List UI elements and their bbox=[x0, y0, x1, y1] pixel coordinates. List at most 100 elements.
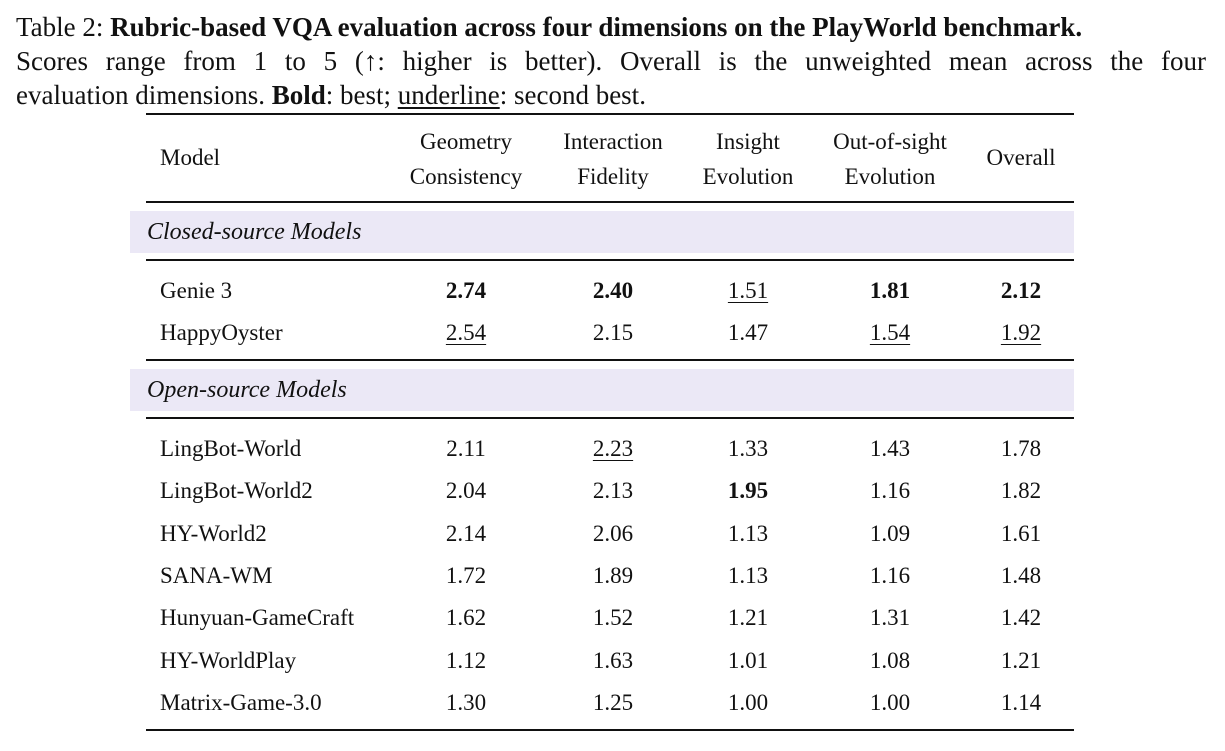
caption-text: : second best. bbox=[499, 80, 646, 110]
group-band-open-source bbox=[130, 369, 1074, 411]
score-value: 1.33 bbox=[727, 436, 769, 461]
header-geometry-consistency: Geometry Consistency bbox=[396, 124, 536, 194]
score-cell: 2.23 bbox=[553, 434, 673, 464]
score-value: 1.30 bbox=[445, 689, 487, 715]
score-value: 2.06 bbox=[592, 520, 634, 546]
score-cell: 1.16 bbox=[830, 561, 950, 591]
header-interaction-fidelity: Interaction Fidelity bbox=[548, 124, 678, 194]
caption-title: Rubric-based VQA evaluation across four … bbox=[110, 12, 1083, 42]
score-cell: 1.62 bbox=[406, 603, 526, 633]
header-text: Fidelity bbox=[577, 164, 649, 189]
group-separator-rule bbox=[146, 359, 1074, 361]
score-value: 1.63 bbox=[592, 647, 634, 673]
score-cell: 1.08 bbox=[830, 646, 950, 676]
score-value: 1.31 bbox=[869, 605, 911, 631]
score-value: 2.04 bbox=[445, 478, 487, 504]
header-text: Interaction bbox=[563, 129, 663, 154]
score-cell: 2.74 bbox=[406, 276, 526, 306]
score-value: 2.54 bbox=[445, 320, 487, 346]
score-cell: 2.12 bbox=[961, 276, 1081, 306]
model-name-cell: Hunyuan-GameCraft bbox=[160, 605, 355, 631]
caption-line-1: Table 2: Rubric-based VQA evaluation acr… bbox=[16, 10, 1206, 44]
caption-label: Table 2: bbox=[16, 12, 111, 42]
score-cell: 1.30 bbox=[406, 688, 526, 718]
score-cell: 2.06 bbox=[553, 519, 673, 549]
score-value: 2.11 bbox=[446, 436, 486, 461]
score-value: 2.23 bbox=[592, 436, 634, 461]
header-out-of-sight-evolution: Out-of-sight Evolution bbox=[816, 124, 964, 194]
header-insight-evolution: Insight Evolution bbox=[688, 124, 808, 194]
score-cell: 1.31 bbox=[830, 603, 950, 633]
score-value: 2.12 bbox=[1000, 278, 1042, 303]
score-cell: 1.51 bbox=[688, 276, 808, 306]
score-cell: 1.01 bbox=[688, 646, 808, 676]
score-cell: 1.63 bbox=[553, 646, 673, 676]
table-bottom-rule bbox=[146, 729, 1074, 731]
score-value: 1.43 bbox=[869, 436, 911, 461]
score-cell: 1.33 bbox=[688, 434, 808, 464]
score-cell: 1.81 bbox=[830, 276, 950, 306]
score-cell: 2.13 bbox=[553, 476, 673, 506]
score-value: 1.78 bbox=[1000, 436, 1042, 461]
score-value: 1.16 bbox=[869, 562, 911, 588]
score-cell: 2.15 bbox=[553, 318, 673, 348]
score-value: 1.62 bbox=[445, 605, 487, 631]
caption-underline-legend: underline bbox=[397, 80, 500, 110]
header-text: Out-of-sight bbox=[833, 129, 947, 154]
score-cell: 2.40 bbox=[553, 276, 673, 306]
score-cell: 1.48 bbox=[961, 561, 1081, 591]
score-value: 1.14 bbox=[1000, 689, 1042, 715]
model-name-cell: Matrix-Game-3.0 bbox=[160, 689, 322, 715]
score-value: 1.00 bbox=[869, 689, 911, 715]
score-cell: 1.78 bbox=[961, 434, 1081, 464]
score-cell: 2.54 bbox=[406, 318, 526, 348]
score-value: 1.21 bbox=[1000, 647, 1042, 673]
score-cell: 1.42 bbox=[961, 603, 1081, 633]
score-cell: 1.00 bbox=[830, 688, 950, 718]
header-overall: Overall bbox=[986, 145, 1056, 170]
score-value: 1.92 bbox=[1000, 320, 1042, 346]
score-value: 1.54 bbox=[869, 320, 911, 346]
score-cell: 1.61 bbox=[961, 519, 1081, 549]
header-text: Evolution bbox=[702, 164, 794, 189]
score-value: 1.61 bbox=[1000, 520, 1042, 546]
caption-text: evaluation dimensions. bbox=[16, 80, 272, 110]
score-value: 1.00 bbox=[727, 689, 769, 715]
score-value: 2.40 bbox=[592, 278, 634, 303]
score-value: 1.09 bbox=[869, 520, 911, 546]
score-cell: 1.09 bbox=[830, 519, 950, 549]
score-value: 2.14 bbox=[445, 520, 487, 546]
model-name-cell: LingBot-World bbox=[160, 436, 302, 461]
score-value: 1.81 bbox=[869, 278, 911, 303]
score-value: 1.08 bbox=[869, 647, 911, 673]
score-cell: 1.43 bbox=[830, 434, 950, 464]
score-value: 1.13 bbox=[727, 562, 769, 588]
model-name-cell: HY-WorldPlay bbox=[160, 647, 297, 673]
score-value: 1.82 bbox=[1000, 478, 1042, 504]
score-value: 1.52 bbox=[592, 605, 634, 631]
group-band-closed-source bbox=[130, 211, 1074, 253]
score-value: 1.13 bbox=[727, 520, 769, 546]
header-text: Insight bbox=[716, 129, 780, 154]
score-cell: 1.21 bbox=[688, 603, 808, 633]
score-cell: 1.13 bbox=[688, 561, 808, 591]
caption-line-3: evaluation dimensions. Bold: best; under… bbox=[16, 78, 1206, 112]
score-value: 1.47 bbox=[727, 320, 769, 346]
score-cell: 1.14 bbox=[961, 688, 1081, 718]
score-cell: 2.11 bbox=[406, 434, 526, 464]
score-value: 2.13 bbox=[592, 478, 634, 504]
score-cell: 1.13 bbox=[688, 519, 808, 549]
score-value: 2.74 bbox=[445, 278, 487, 303]
header-text: Geometry bbox=[420, 129, 512, 154]
score-cell: 2.04 bbox=[406, 476, 526, 506]
score-cell: 1.21 bbox=[961, 646, 1081, 676]
group-label-closed-source: Closed-source Models bbox=[147, 219, 362, 245]
score-cell: 1.82 bbox=[961, 476, 1081, 506]
score-value: 1.01 bbox=[727, 647, 769, 673]
score-value: 1.95 bbox=[727, 478, 769, 504]
model-name-cell: Genie 3 bbox=[160, 278, 233, 303]
model-name-cell: LingBot-World2 bbox=[160, 478, 313, 504]
caption-text: : best; bbox=[325, 80, 398, 110]
model-name-cell: SANA-WM bbox=[160, 562, 273, 588]
score-cell: 1.54 bbox=[830, 318, 950, 348]
